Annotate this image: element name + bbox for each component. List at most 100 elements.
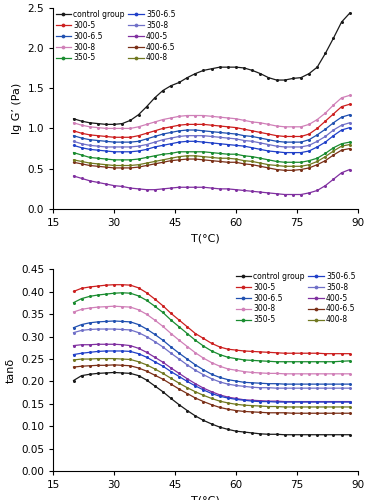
350-5 bbox=[120, 290, 124, 296]
350-5 bbox=[283, 160, 287, 166]
400-6.5 bbox=[177, 157, 181, 163]
350-6.5 bbox=[234, 142, 238, 148]
control group bbox=[79, 118, 84, 124]
400-6.5 bbox=[258, 410, 262, 416]
400-5 bbox=[234, 186, 238, 192]
400-5 bbox=[88, 178, 92, 184]
300-5 bbox=[112, 282, 116, 288]
400-8 bbox=[291, 404, 295, 410]
400-8 bbox=[234, 402, 238, 407]
300-6.5 bbox=[177, 350, 181, 356]
400-5 bbox=[218, 186, 222, 192]
400-6.5 bbox=[250, 162, 254, 168]
control group bbox=[323, 50, 327, 56]
350-5 bbox=[307, 158, 311, 164]
300-8 bbox=[136, 307, 141, 313]
control group bbox=[136, 112, 141, 117]
300-8 bbox=[275, 123, 279, 129]
350-8 bbox=[153, 338, 157, 344]
control group bbox=[153, 95, 157, 101]
350-8 bbox=[339, 385, 344, 391]
400-5 bbox=[120, 184, 124, 190]
control group bbox=[258, 431, 262, 437]
350-6.5 bbox=[112, 348, 116, 354]
control group bbox=[315, 64, 319, 70]
control group bbox=[161, 388, 165, 394]
Line: 400-6.5: 400-6.5 bbox=[72, 364, 351, 415]
350-6.5 bbox=[283, 399, 287, 405]
300-6.5 bbox=[153, 332, 157, 338]
350-6.5 bbox=[226, 395, 230, 401]
350-5 bbox=[153, 153, 157, 159]
300-6.5 bbox=[169, 344, 173, 350]
300-6.5 bbox=[348, 381, 352, 387]
control group bbox=[348, 10, 352, 16]
350-8 bbox=[153, 139, 157, 145]
control group bbox=[201, 418, 206, 424]
300-5 bbox=[104, 134, 108, 140]
Y-axis label: tanδ: tanδ bbox=[6, 358, 15, 383]
300-5 bbox=[112, 134, 116, 140]
300-8 bbox=[104, 126, 108, 132]
400-5 bbox=[71, 342, 76, 348]
400-8 bbox=[96, 161, 100, 167]
300-5 bbox=[283, 350, 287, 356]
400-5 bbox=[218, 392, 222, 398]
control group bbox=[283, 77, 287, 83]
400-6.5 bbox=[323, 158, 327, 164]
350-5 bbox=[258, 358, 262, 364]
400-8 bbox=[315, 404, 319, 410]
control group bbox=[169, 82, 173, 88]
300-5 bbox=[226, 346, 230, 352]
400-6.5 bbox=[104, 362, 108, 368]
350-6.5 bbox=[96, 348, 100, 354]
350-5 bbox=[323, 150, 327, 156]
400-5 bbox=[128, 185, 132, 191]
350-5 bbox=[323, 358, 327, 364]
300-8 bbox=[323, 371, 327, 377]
control group bbox=[88, 120, 92, 126]
300-8 bbox=[242, 118, 246, 124]
400-8 bbox=[250, 402, 254, 408]
300-5 bbox=[136, 285, 141, 291]
350-5 bbox=[79, 152, 84, 158]
350-5 bbox=[169, 150, 173, 156]
Line: 300-5: 300-5 bbox=[72, 102, 351, 139]
300-6.5 bbox=[266, 380, 271, 386]
Line: 400-8: 400-8 bbox=[72, 143, 351, 168]
control group bbox=[88, 372, 92, 378]
350-8 bbox=[79, 140, 84, 146]
Line: 350-6.5: 350-6.5 bbox=[72, 126, 351, 154]
400-6.5 bbox=[275, 410, 279, 416]
400-6.5 bbox=[145, 162, 149, 168]
300-5 bbox=[104, 282, 108, 288]
400-8 bbox=[169, 376, 173, 382]
400-6.5 bbox=[242, 161, 246, 167]
400-8 bbox=[210, 154, 214, 160]
350-5 bbox=[226, 354, 230, 360]
350-5 bbox=[234, 151, 238, 157]
Line: 300-6.5: 300-6.5 bbox=[72, 320, 351, 386]
400-5 bbox=[161, 186, 165, 192]
400-6.5 bbox=[193, 395, 197, 401]
350-8 bbox=[201, 372, 206, 378]
400-8 bbox=[88, 356, 92, 362]
350-5 bbox=[331, 145, 336, 151]
350-8 bbox=[348, 385, 352, 391]
control group bbox=[177, 80, 181, 86]
300-5 bbox=[348, 350, 352, 356]
400-5 bbox=[145, 186, 149, 192]
350-8 bbox=[307, 142, 311, 148]
control group bbox=[185, 408, 189, 414]
400-5 bbox=[120, 342, 124, 347]
400-6.5 bbox=[112, 362, 116, 368]
350-8 bbox=[210, 134, 214, 140]
400-8 bbox=[71, 157, 76, 163]
350-6.5 bbox=[299, 150, 303, 156]
400-6.5 bbox=[315, 162, 319, 168]
300-6.5 bbox=[136, 322, 141, 328]
400-8 bbox=[348, 142, 352, 148]
300-5 bbox=[250, 128, 254, 134]
350-6.5 bbox=[96, 147, 100, 153]
300-5 bbox=[226, 124, 230, 130]
